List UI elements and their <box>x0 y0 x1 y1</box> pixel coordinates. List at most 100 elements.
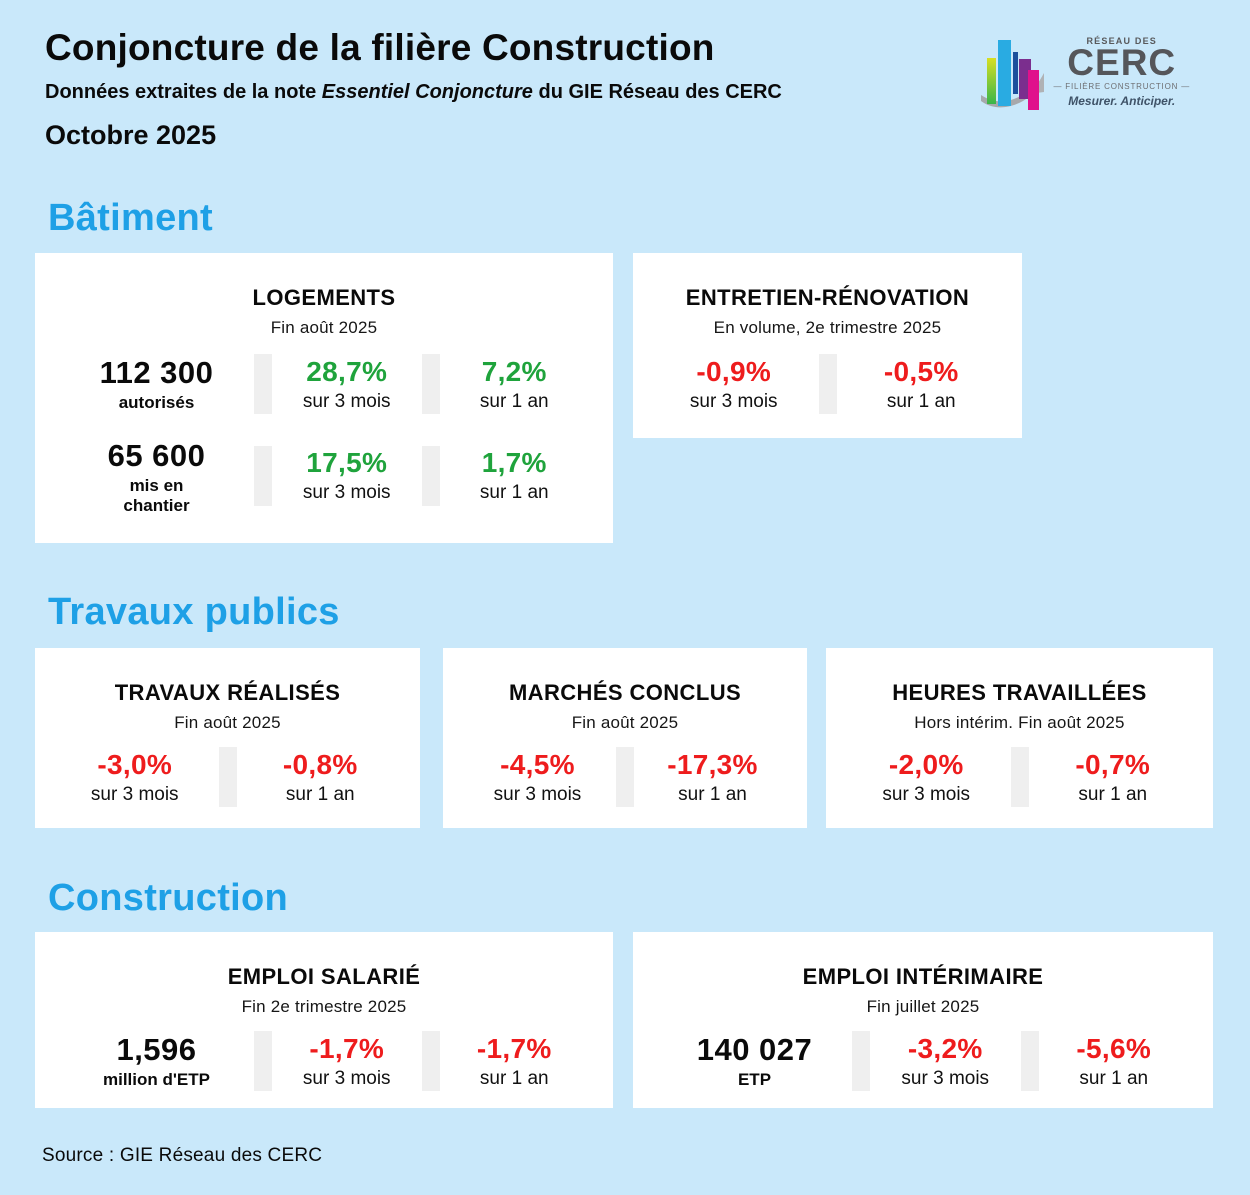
card-subtitle: Fin juillet 2025 <box>866 997 980 1016</box>
stat-change-3m-value: -1,7% <box>309 1032 385 1064</box>
card-travaux-realises: TRAVAUX RÉALISÉS Fin août 2025 -3,0% sur… <box>35 648 420 828</box>
stat-change-1y-label: sur 1 an <box>678 783 747 805</box>
card-subtitle: Fin 2e trimestre 2025 <box>241 997 407 1016</box>
subtitle-note-name: Essentiel Conjoncture <box>321 81 533 103</box>
divider <box>254 1031 272 1091</box>
stat-level: 140 027 ETP <box>657 1032 852 1090</box>
subtitle-suffix: du GIE Réseau des CERC <box>532 81 782 103</box>
header: Conjoncture de la filière Construction D… <box>0 0 1250 151</box>
stat-change-1y-value: -5,6% <box>1076 1032 1152 1064</box>
page-subtitle: Données extraites de la note Essentiel C… <box>45 80 1250 104</box>
stat-value: 65 600 <box>107 438 206 473</box>
travaux-publics-cards-row: TRAVAUX RÉALISÉS Fin août 2025 -3,0% sur… <box>35 648 1215 828</box>
stat-change-3m-label: sur 3 mois <box>901 1067 990 1089</box>
card-heures-travaillees: HEURES TRAVAILLÉES Hors intérim. Fin aoû… <box>826 648 1213 828</box>
stat-change-1y-value: -0,5% <box>883 355 959 387</box>
divider <box>421 1031 440 1091</box>
stat-authorized: 112 300 autorisés <box>59 355 254 413</box>
stat-change-3m-label: sur 3 mois <box>90 783 179 805</box>
stat-change-1y-value: 7,2% <box>481 355 547 387</box>
stat-change-1y-label: sur 1 an <box>1078 783 1148 805</box>
stat-change-1y-value: -17,3% <box>667 748 758 780</box>
stat-change-1y-value: -0,7% <box>1075 748 1151 780</box>
card-emploi-salarie: EMPLOI SALARIÉ Fin 2e trimestre 2025 1,5… <box>35 932 613 1108</box>
stat-change-3m: -4,5% sur 3 mois <box>459 749 616 806</box>
stat-change-3m: 28,7% sur 3 mois <box>272 356 422 413</box>
card-emploi-interimaire: EMPLOI INTÉRIMAIRE Fin juillet 2025 140 … <box>633 932 1213 1108</box>
stat-value-label: ETP <box>737 1070 772 1089</box>
cerc-logo: RÉSEAU DES CERC — FILIÈRE CONSTRUCTION —… <box>981 32 1190 114</box>
stat-change-1y: -5,6% sur 1 an <box>1039 1033 1190 1090</box>
stat-change-1y: -0,5% sur 1 an <box>837 356 1007 413</box>
section-heading-batiment: Bâtiment <box>48 197 213 239</box>
divider <box>1010 747 1029 807</box>
card-subtitle: Fin août 2025 <box>174 713 281 732</box>
batiment-cards-row: LOGEMENTS Fin août 2025 112 300 autorisé… <box>35 253 1215 543</box>
construction-cards-row: EMPLOI SALARIÉ Fin 2e trimestre 2025 1,5… <box>35 932 1215 1108</box>
stat-value: 1,596 <box>116 1032 197 1067</box>
stat-change-3m-value: -3,2% <box>907 1032 983 1064</box>
stat-change-3m: -1,7% sur 3 mois <box>272 1033 422 1090</box>
stat-level: 1,596 million d'ETP <box>59 1032 254 1090</box>
card-title: EMPLOI SALARIÉ <box>227 964 421 989</box>
card-title: LOGEMENTS <box>252 285 396 310</box>
divider <box>1020 1031 1039 1091</box>
logo-motto: Mesurer. Anticiper. <box>1068 94 1176 108</box>
logo-filiere-label: — FILIÈRE CONSTRUCTION — <box>1053 82 1190 91</box>
stat-change-3m: -3,2% sur 3 mois <box>870 1033 1021 1090</box>
stat-row: 140 027 ETP -3,2% sur 3 mois -5,6% sur 1… <box>633 1031 1213 1091</box>
card-subtitle: En volume, 2e trimestre 2025 <box>713 318 942 337</box>
stat-row: -0,9% sur 3 mois -0,5% sur 1 an <box>633 354 1022 414</box>
card-title: ENTRETIEN-RÉNOVATION <box>685 285 970 310</box>
stat-change-3m-label: sur 3 mois <box>689 390 778 412</box>
card-subtitle: Fin août 2025 <box>270 318 378 337</box>
divider <box>818 354 837 414</box>
stat-change-1y-value: 1,7% <box>481 447 547 478</box>
stat-change-1y: 1,7% sur 1 an <box>440 447 590 504</box>
stat-change-3m-value: -2,0% <box>888 748 964 780</box>
stat-change-1y-label: sur 1 an <box>1079 1067 1149 1089</box>
stat-change-3m-label: sur 3 mois <box>493 783 582 805</box>
stat-value: 112 300 <box>99 355 214 390</box>
divider <box>254 354 272 414</box>
subtitle-prefix: Données extraites de la note <box>45 81 322 103</box>
page-title: Conjoncture de la filière Construction <box>45 27 715 68</box>
stat-change-1y-label: sur 1 an <box>479 482 549 503</box>
stat-change-3m: -3,0% sur 3 mois <box>51 749 219 806</box>
stat-change-3m-value: 28,7% <box>306 355 388 387</box>
stat-started: 65 600 mis en chantier <box>59 438 254 513</box>
stat-row-mis-en-chantier: 65 600 mis en chantier 17,5% sur 3 mois … <box>35 438 613 513</box>
card-subtitle: Hors intérim. Fin août 2025 <box>914 713 1125 732</box>
stat-change-1y-label: sur 1 an <box>479 1067 549 1089</box>
divider <box>616 747 634 807</box>
stat-value-label: million d'ETP <box>103 1070 210 1089</box>
stat-change-1y-value: -0,8% <box>282 748 358 780</box>
stat-row: -3,0% sur 3 mois -0,8% sur 1 an <box>35 747 420 807</box>
card-title: HEURES TRAVAILLÉES <box>892 680 1147 705</box>
stat-change-3m-label: sur 3 mois <box>302 482 391 503</box>
stat-row-autorises: 112 300 autorisés 28,7% sur 3 mois 7,2% … <box>35 354 613 414</box>
stat-change-3m-value: -0,9% <box>696 355 772 387</box>
section-heading-travaux-publics: Travaux publics <box>48 591 340 633</box>
card-title: EMPLOI INTÉRIMAIRE <box>802 964 1044 989</box>
divider <box>852 1031 870 1091</box>
stat-row: -4,5% sur 3 mois -17,3% sur 1 an <box>443 747 807 807</box>
logo-cerc-name: CERC <box>1067 42 1177 83</box>
stat-change-1y-label: sur 1 an <box>479 390 549 412</box>
stat-change-3m-label: sur 3 mois <box>302 390 391 412</box>
section-heading-construction: Construction <box>48 877 289 919</box>
stat-change-3m-value: -3,0% <box>97 748 173 780</box>
stat-change-3m: -0,9% sur 3 mois <box>649 356 819 413</box>
card-marches-conclus: MARCHÉS CONCLUS Fin août 2025 -4,5% sur … <box>443 648 807 828</box>
footer-source: Source : GIE Réseau des CERC <box>42 1145 323 1166</box>
card-entretien-renovation: ENTRETIEN-RÉNOVATION En volume, 2e trime… <box>633 253 1022 438</box>
stat-value: 140 027 <box>696 1032 813 1067</box>
stat-row: -2,0% sur 3 mois -0,7% sur 1 an <box>826 747 1213 807</box>
stat-change-3m-label: sur 3 mois <box>882 783 971 805</box>
stat-change-1y: -0,8% sur 1 an <box>237 749 405 806</box>
stat-change-3m-label: sur 3 mois <box>302 1067 391 1089</box>
stat-row: 1,596 million d'ETP -1,7% sur 3 mois -1,… <box>35 1031 613 1091</box>
divider <box>254 445 272 506</box>
card-logements: LOGEMENTS Fin août 2025 112 300 autorisé… <box>35 253 613 543</box>
